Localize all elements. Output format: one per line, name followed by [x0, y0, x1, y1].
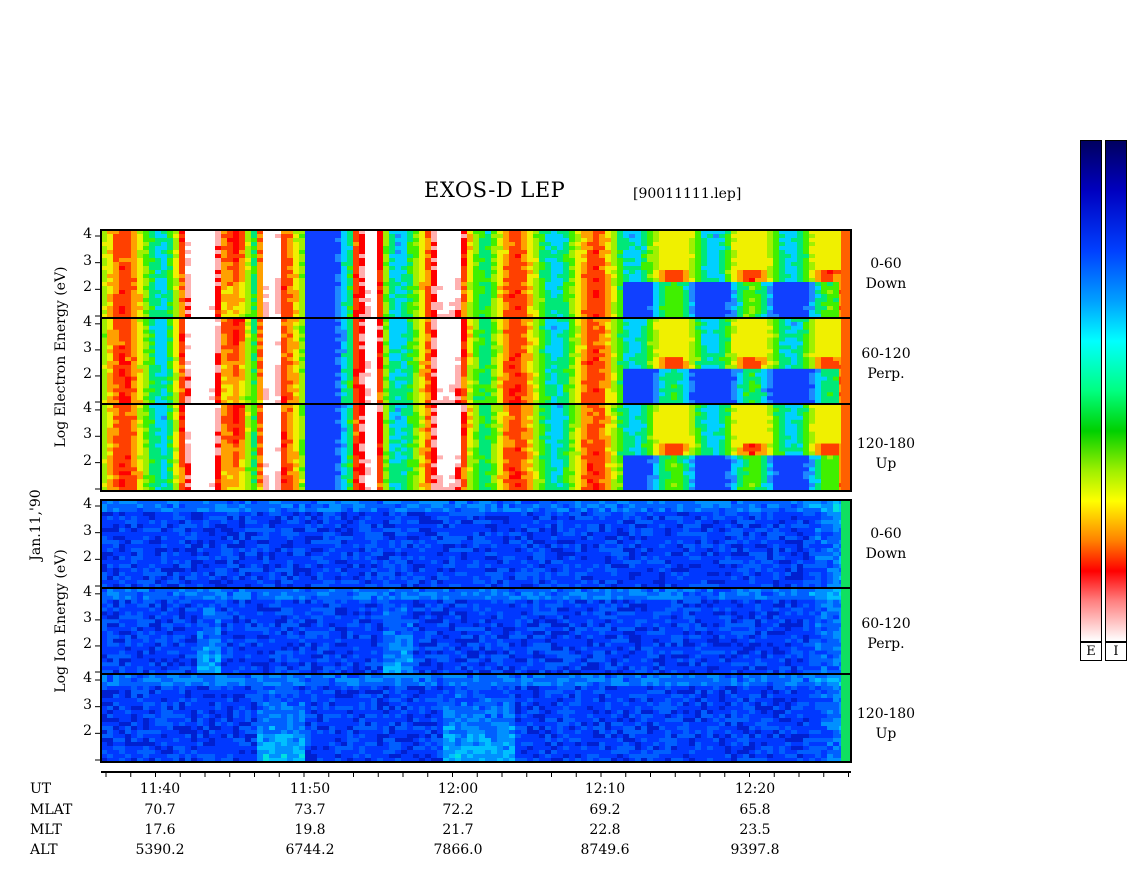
panel-3 — [95, 403, 852, 492]
date-label: Jan.11,'90 — [28, 489, 44, 561]
ion-axis-label: Log Ion Energy (eV) — [53, 549, 69, 693]
table-cell-mlt: 22.8 — [589, 822, 621, 838]
ytick-label: 3 — [83, 252, 92, 269]
file-name: [90011111.lep] — [633, 186, 742, 202]
table-cell-alt: 6744.2 — [285, 842, 335, 858]
ytick-label: 3 — [83, 426, 92, 443]
ytick-label: 4 — [83, 496, 92, 512]
channel-direction: Perp. — [867, 366, 905, 382]
channel-direction: Up — [875, 726, 897, 742]
channel-label: 0-60 Down — [846, 524, 926, 564]
table-cell-mlt: 17.6 — [144, 822, 176, 838]
chart-title: EXOS-D LEP — [424, 178, 566, 202]
ytick-label: 2 — [83, 549, 92, 566]
channel-direction: Down — [865, 546, 907, 562]
table-cell-alt: 7866.0 — [433, 842, 483, 858]
ytick-label: 4 — [83, 226, 92, 242]
table-label-ut: UT — [30, 781, 52, 797]
ytick-label: 2 — [83, 636, 92, 653]
table-cell-alt: 9397.8 — [730, 842, 780, 858]
channel-label: 120-180 Up — [846, 434, 926, 474]
table-cell-mlat: 70.7 — [144, 802, 176, 818]
ytick-label: 4 — [83, 314, 92, 330]
colorbar-ion — [1105, 140, 1127, 642]
table-cell-ut: 11:40 — [139, 781, 181, 797]
channel-label: 120-180 Up — [846, 704, 926, 744]
panel-5 — [95, 587, 852, 675]
table-cell-ut: 12:20 — [734, 781, 776, 797]
channel-label: 60-120 Perp. — [846, 614, 926, 654]
ytick-label: 2 — [83, 723, 92, 740]
ytick-label: 4 — [83, 400, 92, 416]
ytick-label: 3 — [83, 340, 92, 357]
channel-range: 0-60 — [870, 256, 902, 272]
channel-range: 0-60 — [870, 526, 902, 542]
table-cell-ut: 12:00 — [437, 781, 479, 797]
colorbar-i-key: I — [1105, 642, 1127, 661]
channel-range: 120-180 — [856, 436, 916, 452]
ytick-label: 2 — [83, 279, 92, 296]
channel-range: 120-180 — [856, 706, 916, 722]
table-cell-mlat: 69.2 — [589, 802, 621, 818]
table-cell-mlat: 72.2 — [442, 802, 474, 818]
panel-1 — [95, 229, 852, 319]
ytick-label: 3 — [83, 522, 92, 539]
x-axis — [101, 771, 851, 777]
channel-direction: Up — [875, 456, 897, 472]
ytick-label: 2 — [83, 366, 92, 383]
colorbar-e-key: E — [1080, 642, 1102, 661]
table-cell-alt: 5390.2 — [135, 842, 185, 858]
table-cell-mlat: 65.8 — [739, 802, 771, 818]
table-cell-mlt: 19.8 — [294, 822, 326, 838]
panel-6 — [95, 673, 852, 763]
channel-range: 60-120 — [861, 616, 911, 632]
colorbar-electron — [1080, 140, 1102, 642]
table-cell-ut: 11:50 — [289, 781, 331, 797]
channel-range: 60-120 — [861, 346, 911, 362]
ytick-label: 4 — [83, 584, 92, 600]
table-cell-ut: 12:10 — [584, 781, 626, 797]
ytick-label: 2 — [83, 452, 92, 469]
table-cell-mlat: 73.7 — [294, 802, 326, 818]
channel-label: 60-120 Perp. — [846, 344, 926, 384]
channel-direction: Down — [865, 276, 907, 292]
table-label-mlt: MLT — [30, 822, 62, 838]
spectrogram-plot — [95, 229, 852, 777]
ytick-label: 3 — [83, 696, 92, 713]
table-cell-mlt: 23.5 — [739, 822, 771, 838]
ytick-label: 4 — [83, 670, 92, 686]
ytick-label: 3 — [83, 610, 92, 627]
table-label-mlat: MLAT — [30, 802, 73, 818]
table-cell-alt: 8749.6 — [580, 842, 630, 858]
table-label-alt: ALT — [30, 842, 58, 858]
electron-axis-label: Log Electron Energy (eV) — [53, 266, 69, 448]
panel-2 — [95, 317, 852, 405]
channel-direction: Perp. — [867, 636, 905, 652]
channel-label: 0-60 Down — [846, 254, 926, 294]
table-cell-mlt: 21.7 — [442, 822, 474, 838]
panel-4 — [95, 499, 852, 589]
